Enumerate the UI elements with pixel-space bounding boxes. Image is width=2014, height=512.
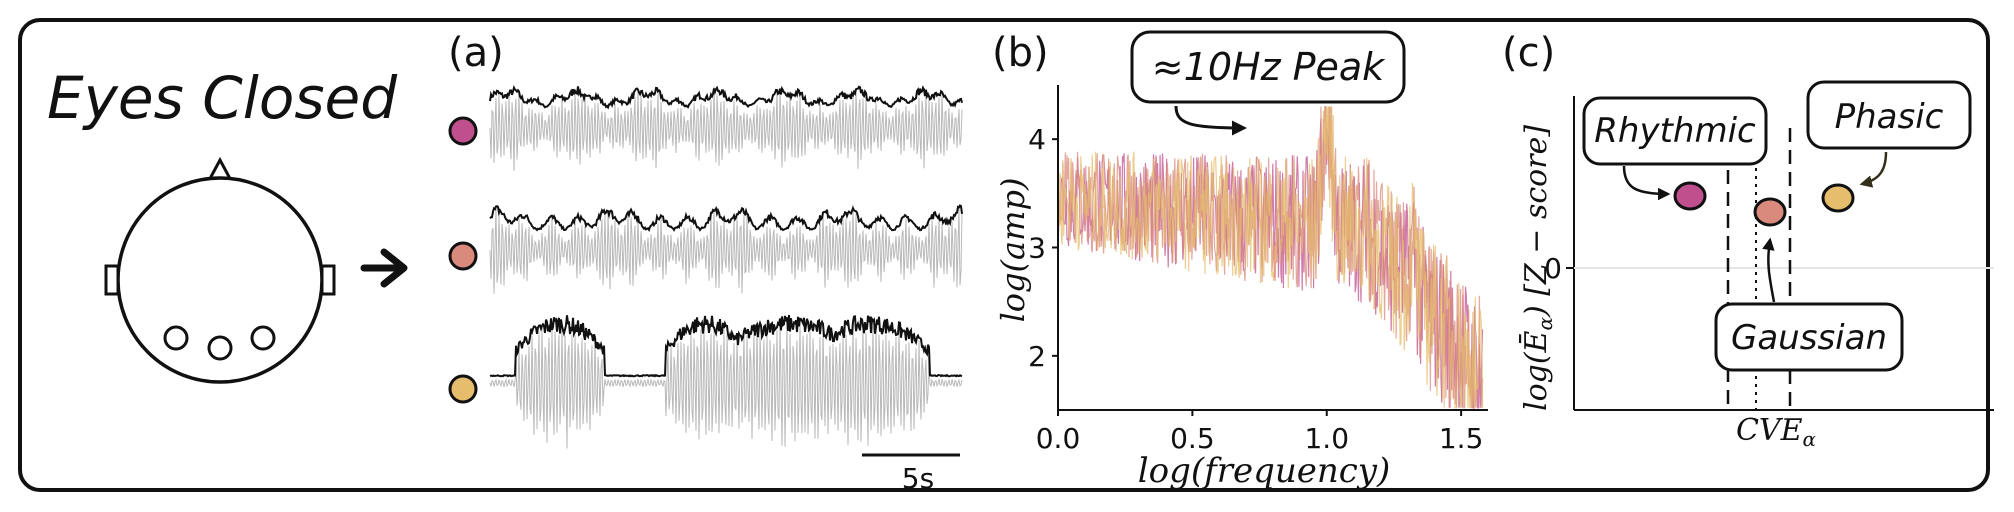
x-tick-label: 1.0 xyxy=(1304,422,1349,455)
phasic-arrow-icon xyxy=(1859,151,1888,188)
spectrum-x-label: log(frequency) xyxy=(1138,451,1391,491)
panel-b: (b) 0.0 0.5 1.0 1.5 2 3 4 log(frequency) log(… xyxy=(992,30,1488,491)
eeg-oscillation xyxy=(489,204,963,294)
x-tick-label: 1.5 xyxy=(1439,422,1484,455)
scatter-x-label: CVEα xyxy=(1736,413,1817,451)
y-tick-label: 4 xyxy=(1028,123,1046,156)
spectrum-lines xyxy=(1057,106,1484,411)
spectrum-series-line xyxy=(1057,106,1484,409)
zero-tick-label: 0 xyxy=(1544,252,1562,285)
rhythmic-arrow-icon xyxy=(1622,165,1671,201)
right-ear-icon xyxy=(320,264,336,296)
spectrum-y-label: log(amp) xyxy=(994,178,1032,323)
panel-a: (a) 5s xyxy=(448,30,963,495)
left-ear-icon xyxy=(104,264,120,296)
eyes-closed-title: Eyes Closed xyxy=(47,64,398,132)
eeg-traces xyxy=(489,85,963,449)
electrode-icon xyxy=(163,325,189,351)
y-tick-label: 2 xyxy=(1028,340,1046,373)
eeg-envelope xyxy=(489,85,963,110)
rhythmic-callout-text: Rhythmic xyxy=(1594,111,1756,151)
phasic-callout-box xyxy=(1806,80,1972,150)
x-tick-label: 0.0 xyxy=(1036,422,1081,455)
gaussian-callout-text: Gaussian xyxy=(1731,318,1887,358)
panel-c-label: (c) xyxy=(1502,30,1555,76)
eeg-oscillation xyxy=(489,319,963,449)
panel-a-label: (a) xyxy=(448,30,504,76)
x-tick-label: 0.5 xyxy=(1170,422,1215,455)
channel-dot-gaussian xyxy=(448,241,478,271)
gaussian-point xyxy=(1753,197,1787,227)
scatter-y-label: log(Ēα) [Z − score] xyxy=(1519,125,1557,411)
figure-frame xyxy=(18,18,1990,492)
spectrum-y-ticks: 2 3 4 xyxy=(1028,123,1058,373)
head-to-signal-arrow-icon xyxy=(360,248,408,288)
peak-callout-box xyxy=(1130,30,1406,104)
peak-callout-arrow-icon xyxy=(1174,105,1247,136)
gaussian-callout-box xyxy=(1714,302,1904,372)
y-tick-label: 3 xyxy=(1028,232,1046,265)
headset-section: Eyes Closed xyxy=(47,64,408,384)
panel-b-label: (b) xyxy=(992,30,1049,76)
channel-dot-phasic xyxy=(448,374,478,404)
eeg-envelope xyxy=(489,204,963,233)
gaussian-arrow-icon xyxy=(1762,237,1776,303)
scale-bar-label: 5s xyxy=(902,462,934,495)
panel-c: (c) 0 log(Ēα) [Z − score] CVEα Rhythmic … xyxy=(1502,30,1994,451)
rhythmic-callout-box xyxy=(1582,96,1768,166)
phasic-callout-text: Phasic xyxy=(1835,97,1944,137)
electrode-icon xyxy=(207,335,233,361)
rhythmic-point xyxy=(1673,181,1707,211)
eeg-envelope xyxy=(489,314,963,378)
peak-callout-text: ≈10Hz Peak xyxy=(1152,45,1386,89)
eeg-oscillation xyxy=(489,86,963,172)
spectrum-x-ticks: 0.0 0.5 1.0 1.5 xyxy=(1036,410,1484,455)
phasic-point xyxy=(1821,183,1855,213)
electrode-icon xyxy=(250,325,276,351)
channel-dot-rhythmic xyxy=(448,116,478,146)
